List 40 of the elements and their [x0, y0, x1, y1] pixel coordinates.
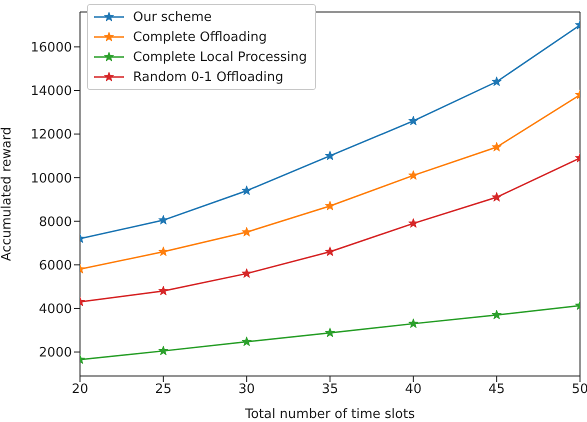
point	[324, 328, 336, 338]
point	[158, 286, 168, 296]
point	[492, 142, 502, 152]
legend-label: Our scheme	[133, 10, 212, 24]
x-tick-label: 25	[155, 382, 172, 398]
point	[242, 336, 252, 346]
x-tick-label: 35	[322, 382, 338, 398]
point	[408, 218, 418, 228]
point	[492, 76, 502, 86]
x-tick-label: 45	[488, 382, 505, 398]
point	[324, 200, 336, 210]
x-axis-title: Total number of time slots	[244, 407, 416, 422]
point	[242, 185, 252, 196]
point	[158, 246, 168, 256]
point	[492, 310, 502, 320]
y-tick-label: 16000	[30, 40, 72, 56]
point	[158, 346, 168, 356]
legend-label: Complete Local Processing	[133, 50, 308, 64]
legend-label: Random 0-1 Offloading	[133, 70, 284, 84]
y-tick-label: 14000	[30, 84, 72, 100]
point	[242, 268, 252, 278]
y-tick-label: 2000	[38, 346, 72, 361]
x-tick-label: 30	[238, 382, 255, 398]
legend-label: Complete Offloading	[133, 30, 267, 44]
y-axis-title: Accumulated reward	[0, 126, 15, 262]
x-tick-label: 20	[72, 382, 88, 398]
x-tick-label: 40	[405, 382, 422, 398]
point	[492, 192, 502, 202]
point	[408, 318, 418, 328]
point	[242, 226, 252, 236]
y-tick-label: 8000	[38, 214, 72, 230]
y-tick-label: 6000	[38, 258, 72, 274]
point	[408, 170, 418, 180]
y-tick-label: 4000	[38, 302, 72, 318]
point	[408, 116, 418, 126]
point	[158, 214, 168, 224]
point	[324, 150, 336, 160]
y-tick-label: 12000	[30, 128, 72, 143]
point	[324, 246, 336, 256]
y-tick-label: 10000	[30, 171, 72, 186]
